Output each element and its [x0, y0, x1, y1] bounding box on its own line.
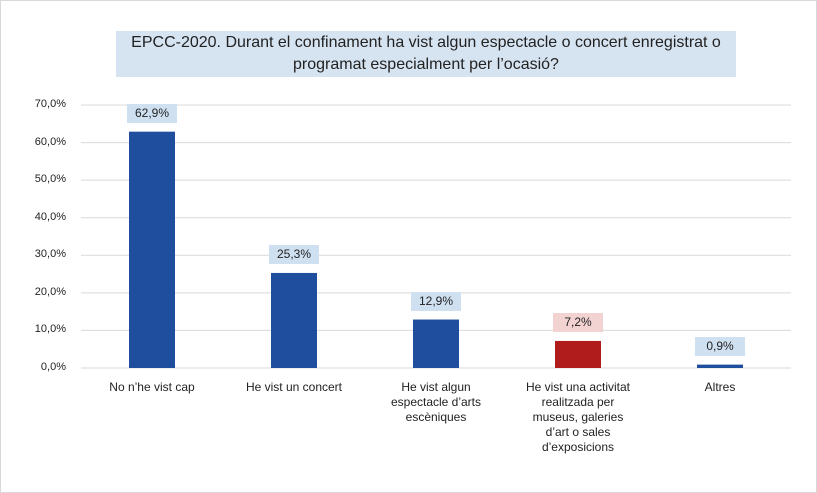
y-tick-label: 70,0% — [34, 98, 66, 110]
x-tick-label: Altres — [704, 380, 736, 394]
bar — [271, 272, 317, 368]
bar — [413, 319, 459, 368]
value-label: 62,9% — [127, 103, 177, 123]
value-label: 7,2% — [553, 312, 603, 332]
chart-title: EPCC-2020. Durant el confinament ha vist… — [116, 31, 736, 77]
y-tick-label: 60,0% — [34, 135, 66, 148]
y-tick-label: 40,0% — [34, 210, 66, 223]
value-label: 25,3% — [269, 244, 319, 264]
value-label: 12,9% — [411, 291, 461, 311]
value-label: 0,9% — [695, 336, 745, 356]
x-tick-label: He vist algun espectacle d’arts escèniqu… — [390, 380, 482, 424]
bar — [697, 364, 743, 368]
bar — [555, 340, 601, 368]
x-tick-label: He vist una activitat realitzada per mus… — [525, 380, 631, 454]
y-tick-label: 20,0% — [34, 285, 66, 298]
y-tick-label: 30,0% — [34, 248, 66, 261]
y-tick-label: 50,0% — [34, 173, 66, 186]
x-tick-label: He vist un concert — [245, 380, 343, 394]
y-tick-label: 0,0% — [40, 361, 66, 373]
x-tick-label: No n’he vist cap — [109, 380, 195, 394]
y-tick-label: 10,0% — [34, 323, 66, 336]
bar — [129, 131, 175, 368]
